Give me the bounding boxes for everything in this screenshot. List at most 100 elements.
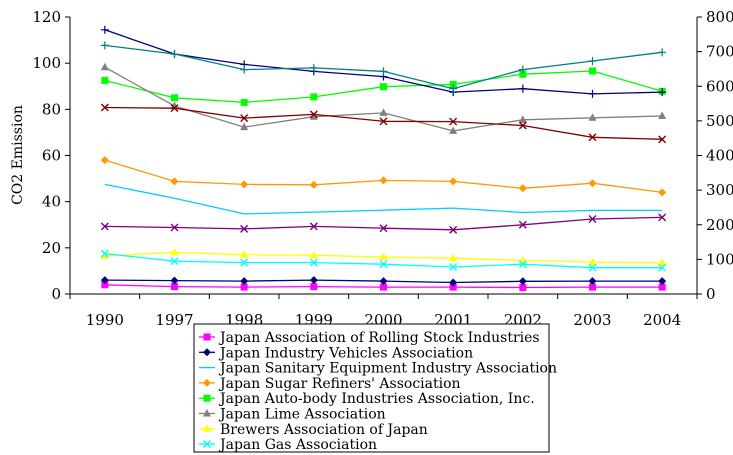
data-point [170,257,179,266]
legend-item: Japan Gas Association [199,437,377,453]
data-point [100,222,109,231]
legend-label: Japan Industry Vehicles Association [218,345,473,361]
data-point [240,250,249,258]
left-tick-label: 120 [32,8,61,26]
data-point [518,260,527,269]
data-point [658,188,667,197]
left-tick-label: 20 [42,239,61,257]
legend-label: Brewers Association of Japan [220,422,428,438]
data-point [240,65,249,74]
data-point [658,48,667,57]
data-point [240,224,249,233]
data-point [379,224,388,233]
data-point [518,220,527,229]
data-point [658,213,667,222]
legend-swatch-marker [203,440,211,449]
data-point [449,283,457,291]
data-point [310,93,318,101]
data-point [379,117,388,126]
data-point [379,67,388,76]
data-point [170,104,179,113]
left-tick-label: 80 [42,100,61,118]
legend-swatch-marker [203,378,211,387]
data-point [170,276,179,285]
series-12 [100,213,667,234]
legend-box [193,323,550,453]
data-point [100,276,109,285]
data-point [240,180,249,189]
data-point [171,94,178,102]
legend-swatch-marker [203,394,211,402]
x-tick-label: 1990 [86,311,124,329]
data-point [309,276,318,285]
data-point [449,84,458,93]
legend-item: Japan Association of Rolling Stock Indus… [199,330,540,346]
data-point [658,135,667,144]
data-point [100,103,109,112]
legend-label: Japan Auto-body Industries Association, … [218,391,535,407]
data-point [240,277,249,286]
data-point [100,41,109,50]
data-point [380,283,387,291]
data-point [588,257,597,266]
legend-label: Japan Sanitary Equipment Industry Associ… [218,361,557,377]
legend-item: Japan Industry Vehicles Association [199,345,473,361]
right-tick-label: 100 [706,250,733,268]
data-point [519,284,527,292]
series-11 [100,103,667,144]
data-point [101,281,109,289]
data-point [588,113,597,121]
data-point [170,223,179,232]
data-point [379,277,388,286]
data-point [309,222,318,231]
left-tick-label: 40 [42,193,61,211]
y-axis-title: CO2 Emission [10,105,26,205]
data-point [309,112,318,120]
series-layer [100,25,667,292]
data-point [310,283,318,291]
x-tick-label: 2003 [573,311,611,329]
right-tick-label: 300 [706,181,733,199]
data-point [588,89,597,98]
data-point [588,277,597,286]
right-y-ticks: 0 100 200 300 400 500 600 700 800 [697,8,733,303]
legend: Japan Association of Rolling Stock Indus… [193,323,557,453]
left-tick-label: 0 [51,285,61,303]
data-point [658,258,667,266]
data-point [588,133,597,142]
right-tick-label: 400 [706,147,733,165]
data-point [170,50,179,59]
legend-swatch-marker [203,409,211,417]
series-10 [100,41,667,93]
data-point [658,263,667,272]
legend-label: Japan Association of Rolling Stock Indus… [218,330,540,346]
data-point [588,179,597,188]
legend-label: Japan Sugar Refiners' Association [218,376,461,392]
data-point [588,56,597,65]
data-point [100,251,109,259]
data-point [449,262,458,271]
legend-item: Japan Sanitary Equipment Industry Associ… [199,361,557,377]
series-3 [104,183,663,215]
data-point [170,247,179,256]
legend-item: Japan Lime Association [199,407,386,423]
data-point [379,176,388,185]
data-point [449,117,458,126]
data-point [100,249,109,258]
data-point [518,115,527,123]
legend-item: Japan Sugar Refiners' Association [199,376,461,392]
data-point [518,84,527,93]
data-point [589,67,596,75]
data-point [658,111,667,120]
data-point [518,277,527,286]
data-point [171,283,178,291]
series-8 [100,249,667,272]
x-tick-label: 2004 [643,311,681,329]
data-point [100,25,109,34]
data-point [658,277,667,286]
series-line [104,44,663,90]
data-point [449,80,457,88]
legend-swatch-marker [203,333,211,341]
data-point [240,98,248,106]
left-y-ticks: 0 20 40 60 80 100 120 [32,8,70,303]
